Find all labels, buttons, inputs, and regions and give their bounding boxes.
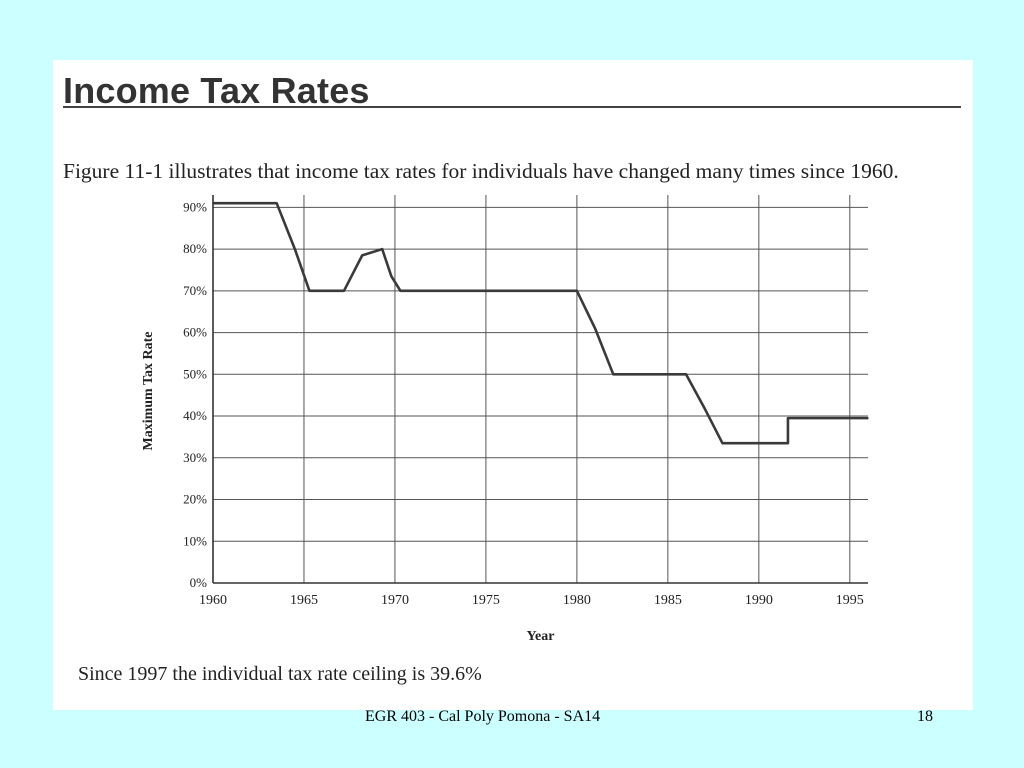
y-tick-label: 40% <box>183 408 207 423</box>
data-point <box>721 442 724 444</box>
figure-caption: Figure 11-1 illustrates that income tax … <box>63 159 899 183</box>
footer-course-label: EGR 403 - Cal Poly Pomona - SA14 <box>365 708 601 725</box>
y-tick-label: 0% <box>190 575 208 590</box>
data-point <box>275 202 278 204</box>
data-point <box>361 254 363 257</box>
y-tick-label: 10% <box>183 533 207 548</box>
data-point <box>787 442 789 444</box>
series-line-tax-rate <box>213 201 868 445</box>
y-tick-label: 80% <box>183 241 207 256</box>
data-point <box>576 290 578 292</box>
x-tick-label: 1990 <box>745 593 773 608</box>
data-point <box>399 290 402 292</box>
data-point <box>787 417 789 419</box>
data-point <box>212 202 214 204</box>
data-point <box>703 406 706 409</box>
y-tick-label: 90% <box>183 199 207 214</box>
data-point <box>867 417 869 419</box>
y-tick-label: 20% <box>183 492 207 507</box>
tax-ceiling-note: Since 1997 the individual tax rate ceili… <box>78 663 482 685</box>
data-point <box>594 327 596 330</box>
slide-page-number: 18 <box>917 708 933 725</box>
slide-title: Income Tax Rates <box>63 70 370 111</box>
x-tick-label: 1995 <box>836 593 864 608</box>
data-point <box>612 373 615 376</box>
x-tick-label: 1980 <box>563 593 591 608</box>
data-point <box>294 248 296 250</box>
data-point <box>390 275 393 278</box>
x-tick-label: 1965 <box>290 593 318 608</box>
y-axis-title: Maximum Tax Rate <box>141 332 156 451</box>
x-tick-label: 1960 <box>199 593 227 608</box>
title-underline <box>63 106 961 108</box>
x-tick-label: 1985 <box>654 593 682 608</box>
y-tick-label: 30% <box>183 450 207 465</box>
y-tick-label: 60% <box>183 325 207 340</box>
data-point <box>343 290 345 292</box>
slide-panel: Income Tax Rates Figure 11-1 illustrates… <box>53 60 973 710</box>
x-axis-title: Year <box>527 629 555 644</box>
y-tick-label: 50% <box>183 366 207 381</box>
data-point <box>685 373 687 376</box>
y-tick-label: 70% <box>183 283 207 298</box>
data-point <box>381 248 384 250</box>
x-tick-label: 1970 <box>381 593 409 608</box>
data-point <box>308 290 311 292</box>
x-tick-label: 1975 <box>472 593 500 608</box>
